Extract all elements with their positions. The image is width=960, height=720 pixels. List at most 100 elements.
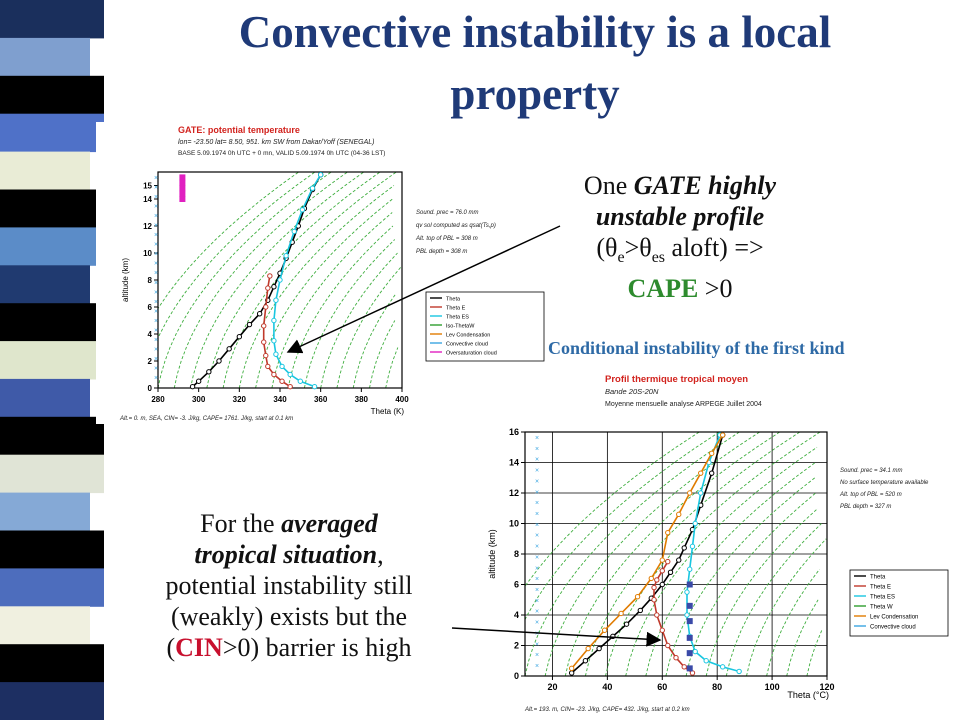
x-tick-label: 320 — [233, 395, 247, 404]
convective-cloud-marker: × — [154, 242, 158, 249]
series-point — [179, 179, 186, 186]
convective-cloud-marker: × — [154, 194, 158, 201]
series-point — [216, 358, 222, 364]
chart-background — [96, 122, 546, 424]
y-axis-label: altitude (km) — [121, 258, 130, 302]
chart-note: Sound. prec = 76.0 mm — [416, 210, 479, 216]
series-point — [708, 470, 715, 476]
series-point — [246, 321, 253, 328]
series-point — [681, 664, 687, 670]
y-tick-label: 10 — [509, 519, 519, 529]
chart-gate-profile: GATE: potential temperature lon= -23.50 l… — [96, 122, 546, 424]
gate-line1-pre: One — [583, 171, 634, 200]
series-point — [659, 627, 665, 633]
subscript-es: es — [651, 249, 666, 267]
series-point — [309, 185, 316, 191]
y-tick-label: 10 — [143, 249, 152, 258]
gt-symbol: > — [624, 233, 640, 262]
chart-tropical-profile: Profil thermique tropical moyen Bande 20S… — [480, 370, 950, 715]
y-tick-label: 16 — [509, 427, 519, 437]
legend-label: Convective cloud — [870, 625, 916, 631]
tropical-line2-em: tropical situation — [194, 540, 378, 569]
convective-cloud-marker: × — [154, 280, 158, 287]
iso-thetaw-curve — [806, 630, 823, 676]
series-point — [596, 645, 602, 652]
paren-open: ( — [596, 233, 605, 262]
series-point — [686, 602, 693, 609]
stripe-block — [0, 568, 104, 607]
subscript-e: e — [617, 249, 625, 267]
series-point — [686, 618, 693, 625]
chart-footer: Alt.= 193. m, CIN= -23. J/kg, CAPE= 432.… — [524, 707, 690, 713]
chart-subtitle: lon= -23.50 lat= 8.50, 951. km SW from D… — [178, 139, 374, 146]
convective-cloud-marker: × — [154, 289, 158, 296]
y-tick-label: 2 — [514, 641, 519, 651]
legend-label: Theta W — [870, 605, 893, 611]
iso-thetaw-curve — [385, 347, 399, 388]
iso-thetaw-curve — [625, 446, 818, 676]
convective-cloud-marker: × — [535, 435, 539, 442]
y-axis-label: altitude (km) — [487, 529, 497, 579]
series-point — [692, 520, 698, 527]
series-point — [291, 228, 297, 235]
series-point — [648, 575, 654, 582]
convective-cloud-marker: × — [535, 630, 539, 637]
cape-rest: >0 — [698, 274, 733, 304]
convective-cloud-marker: × — [535, 500, 539, 507]
tropical-line4: (weakly) exists but the — [170, 602, 408, 631]
series-point — [736, 668, 742, 675]
iso-thetaw-curve — [525, 432, 700, 588]
convective-cloud-marker: × — [154, 299, 158, 306]
convective-cloud-marker: × — [535, 533, 539, 540]
series-point — [263, 304, 269, 310]
series-point — [271, 317, 277, 324]
series-point — [265, 363, 271, 370]
iso-thetaw-curve — [336, 266, 402, 388]
legend-label: Theta ES — [870, 595, 895, 601]
iso-thetaw-curve — [190, 172, 365, 388]
stripe-block — [0, 227, 104, 266]
x-tick-label: 80 — [712, 682, 722, 692]
series-point — [698, 470, 704, 476]
convective-cloud-marker: × — [154, 251, 158, 258]
stripe-block — [0, 37, 90, 77]
legend-label: Theta E — [446, 306, 466, 312]
series-point — [311, 383, 318, 390]
series-point — [623, 621, 630, 627]
convective-cloud-marker: × — [154, 204, 158, 211]
legend-label: Theta — [446, 297, 461, 303]
series-point — [665, 558, 671, 565]
y-tick-label: 6 — [148, 303, 153, 312]
series-point — [265, 285, 271, 291]
convective-cloud-marker: × — [154, 318, 158, 325]
chart-note: No surface temperature available — [840, 480, 929, 486]
iso-thetaw-curve — [369, 320, 396, 388]
stripe-block — [0, 378, 90, 418]
convective-cloud-marker: × — [535, 598, 539, 605]
series-point — [297, 378, 304, 384]
tropical-line1-pre: For the — [200, 509, 282, 538]
y-tick-label: 8 — [148, 276, 153, 285]
iso-thetaw-curve — [725, 523, 822, 676]
series-point — [634, 594, 641, 600]
series-point — [686, 634, 693, 641]
series-point — [659, 557, 665, 563]
iso-thetaw-curve — [665, 477, 816, 676]
chart-svg: GATE: potential temperature lon= -23.50 l… — [96, 122, 546, 424]
series-point — [659, 581, 665, 588]
stripe-block — [0, 303, 104, 342]
series-point — [651, 597, 657, 603]
series-point — [665, 529, 671, 536]
series-point — [686, 665, 693, 672]
series-point — [179, 174, 186, 181]
convective-cloud-marker: × — [154, 308, 158, 315]
iso-thetaw-curve — [766, 569, 820, 676]
series-point — [568, 670, 575, 676]
convective-cloud-marker: × — [535, 468, 539, 475]
series-point — [585, 645, 591, 652]
gate-line3-rest: aloft) => — [665, 233, 764, 262]
stripe-block — [0, 113, 104, 153]
y-tick-label: 14 — [143, 195, 152, 204]
convective-cloud-marker: × — [535, 576, 539, 583]
series-point — [667, 569, 674, 576]
